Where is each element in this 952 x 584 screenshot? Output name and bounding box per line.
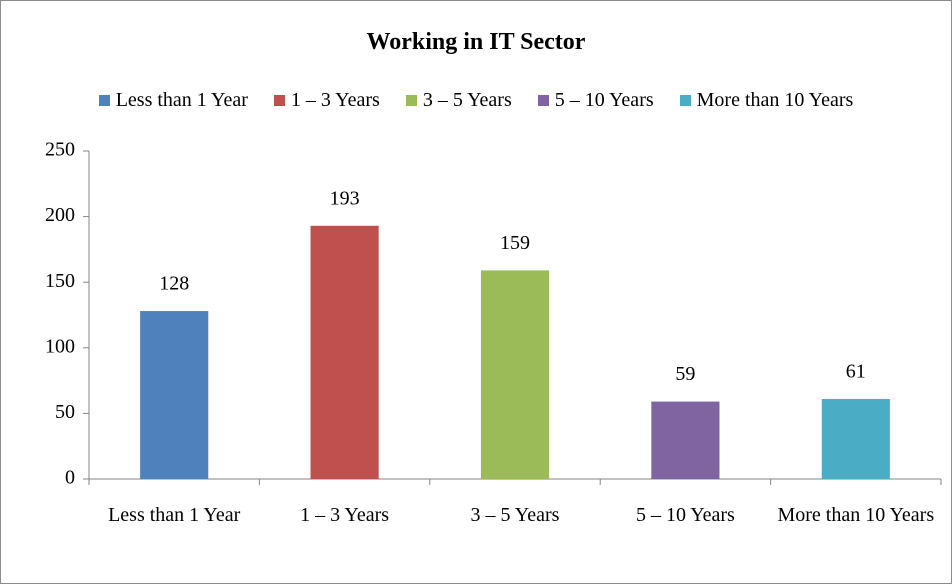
- legend-label: Less than 1 Year: [115, 89, 248, 111]
- x-tick-label: Less than 1 Year: [108, 504, 241, 526]
- data-label: 193: [330, 187, 360, 209]
- legend-swatch: [405, 95, 417, 106]
- bar: [140, 311, 209, 479]
- legend-swatch: [537, 95, 549, 106]
- legend-label: 1 – 3 Years: [290, 89, 380, 111]
- legend-label: More than 10 Years: [696, 89, 854, 111]
- y-tick-label: 250: [45, 139, 75, 161]
- data-label: 61: [846, 361, 866, 383]
- chart-title: Working in IT Sector: [366, 29, 586, 55]
- bar: [310, 225, 379, 479]
- legend-swatch: [98, 95, 110, 106]
- x-tick-label: 1 – 3 Years: [300, 504, 390, 526]
- legend-swatch: [273, 95, 285, 106]
- legend-item: Less than 1 Year: [98, 89, 248, 112]
- bar: [480, 270, 550, 479]
- x-tick-label: 5 – 10 Years: [635, 504, 735, 526]
- legend-label: 3 – 5 Years: [422, 89, 512, 111]
- x-tick-label: More than 10 Years: [777, 504, 935, 526]
- data-label: 128: [159, 273, 189, 295]
- legend-label: 5 – 10 Years: [554, 89, 654, 111]
- data-label: 159: [500, 232, 530, 254]
- y-tick-label: 50: [55, 401, 75, 423]
- y-tick-label: 0: [65, 467, 75, 489]
- legend: Less than 1 Year 1 – 3 Years 3 – 5 Years 5 …: [1, 89, 951, 112]
- legend-item: 5 – 10 Years: [537, 89, 654, 112]
- y-tick-label: 200: [45, 204, 75, 226]
- bar: [821, 398, 890, 479]
- x-tick-label: 3 – 5 Years: [470, 504, 560, 526]
- legend-swatch: [679, 95, 691, 106]
- legend-item: 3 – 5 Years: [405, 89, 512, 112]
- legend-item: 1 – 3 Years: [273, 89, 380, 112]
- legend-item: More than 10 Years: [679, 89, 854, 112]
- data-label: 59: [675, 363, 695, 385]
- bar: [651, 401, 720, 479]
- y-tick-label: 150: [45, 270, 75, 292]
- y-tick-label: 100: [45, 335, 75, 357]
